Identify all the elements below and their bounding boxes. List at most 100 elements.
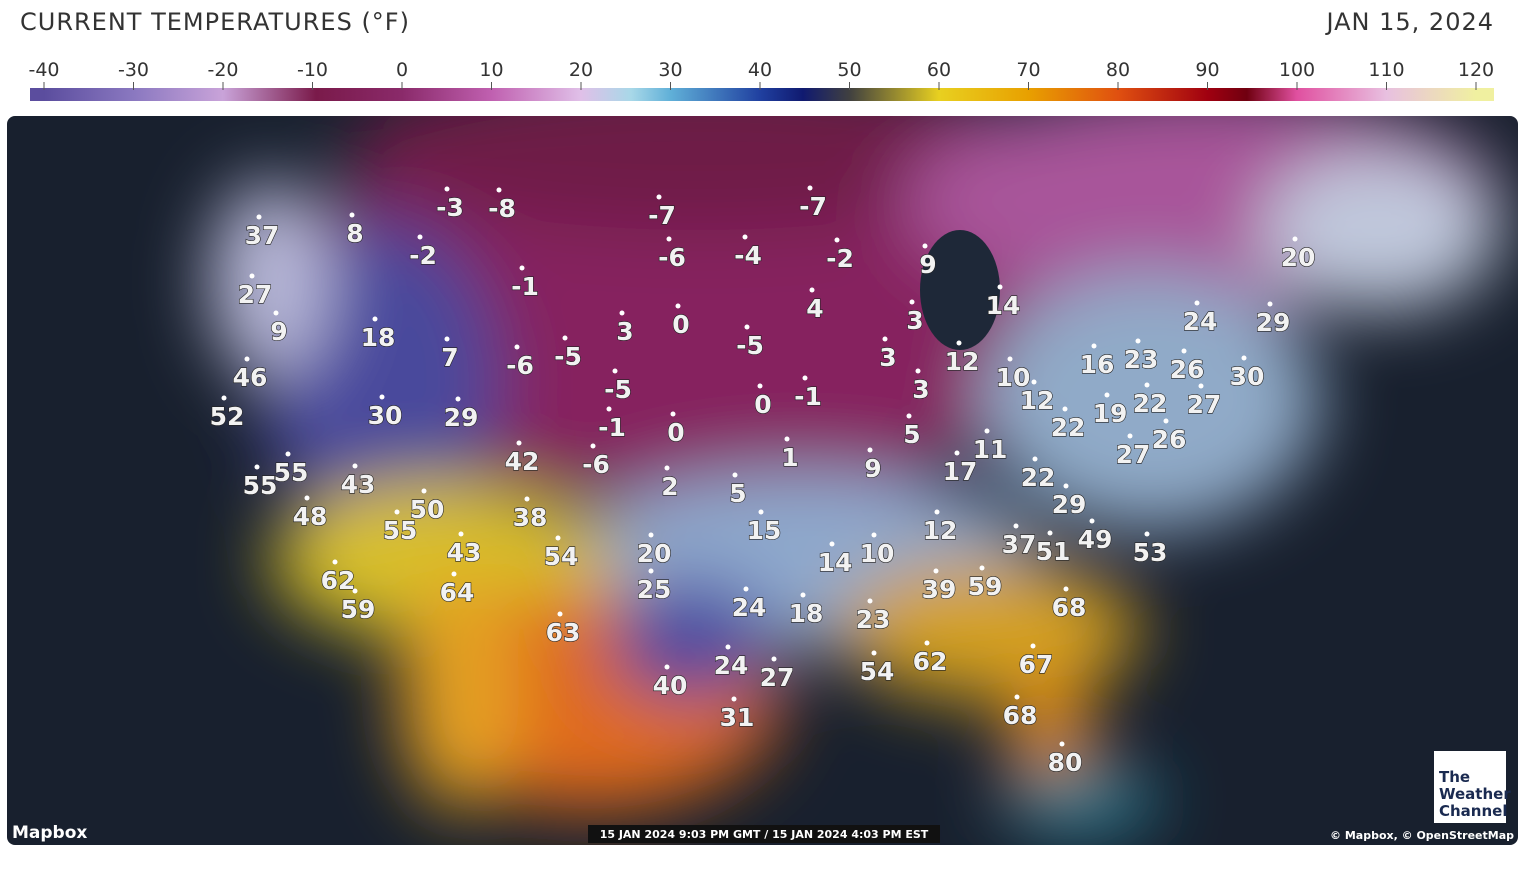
brand-logo <box>1434 751 1506 823</box>
attribution: © Mapbox, © OpenStreetMap <box>1330 829 1514 842</box>
timestamp: 15 JAN 2024 9:03 PM GMT / 15 JAN 2024 4:… <box>600 828 929 841</box>
temperature-label: 27 <box>1187 390 1222 419</box>
station-dot <box>648 532 654 538</box>
temperature-label: 19 <box>1093 399 1128 428</box>
temperature-label: 38 <box>513 503 548 532</box>
temperature-label: 53 <box>1133 538 1168 567</box>
temperature-label: 18 <box>789 599 824 628</box>
temperature-label: 7 <box>441 343 458 372</box>
station-dot <box>619 310 625 316</box>
scale-tick-label: 40 <box>748 59 772 81</box>
station-dot <box>800 592 806 598</box>
scale-tick-label: 50 <box>837 59 861 81</box>
station-dot <box>606 406 612 412</box>
station-dot <box>909 299 915 305</box>
temperature-label: 25 <box>637 575 672 604</box>
temperature-label: 16 <box>1080 350 1115 379</box>
temperature-label: 22 <box>1133 389 1168 418</box>
temperature-label: 22 <box>1051 413 1086 442</box>
station-dot <box>1104 392 1110 398</box>
station-dot <box>1144 382 1150 388</box>
temperature-label: 11 <box>973 435 1008 464</box>
temperature-label: 68 <box>1052 593 1087 622</box>
station-dot <box>757 383 763 389</box>
scale-tick-label: 30 <box>658 59 682 81</box>
station-dot <box>997 284 1003 290</box>
temperature-label: 9 <box>919 250 936 279</box>
station-dot <box>444 186 450 192</box>
temperature-label: 24 <box>714 651 749 680</box>
station-dot <box>656 194 662 200</box>
temperature-label: 46 <box>233 363 268 392</box>
temperature-label: -5 <box>604 375 632 404</box>
station-dot <box>519 265 525 271</box>
temperature-label: -2 <box>826 244 854 273</box>
station-dot <box>867 447 873 453</box>
temperature-label: -1 <box>511 272 539 301</box>
temperature-label: -6 <box>658 243 686 272</box>
station-dot <box>451 571 457 577</box>
station-dot <box>731 696 737 702</box>
station-dot <box>915 368 921 374</box>
station-dot <box>1030 643 1036 649</box>
scale-tick-label: 80 <box>1106 59 1130 81</box>
temperature-label: 42 <box>505 447 540 476</box>
station-dot <box>1181 348 1187 354</box>
temperature-label: -8 <box>488 194 516 223</box>
temperature-label: 50 <box>410 495 445 524</box>
temperature-label: 17 <box>943 457 978 486</box>
temperature-label: 29 <box>1256 308 1291 337</box>
temperature-label: 80 <box>1048 748 1083 777</box>
scale-tick-label: 20 <box>569 59 593 81</box>
temperature-label: 10 <box>860 539 895 568</box>
temperature-label: 37 <box>1002 530 1037 559</box>
temperature-label: 12 <box>945 347 980 376</box>
station-dot <box>221 395 227 401</box>
station-dot <box>1063 483 1069 489</box>
temperature-label: 9 <box>864 454 881 483</box>
station-dot <box>557 611 563 617</box>
temperature-label: 62 <box>913 647 948 676</box>
station-dot <box>590 443 596 449</box>
temperature-label: 30 <box>1230 362 1265 391</box>
station-dot <box>871 650 877 656</box>
temperature-label: 1 <box>781 443 798 472</box>
temperature-label: 8 <box>346 219 363 248</box>
temperature-label: 29 <box>444 403 479 432</box>
station-dot <box>809 287 815 293</box>
temperature-label: -3 <box>436 193 464 222</box>
temperature-label: 43 <box>447 538 482 567</box>
scale-tick-label: 110 <box>1368 59 1404 81</box>
scale-tick-label: 90 <box>1195 59 1219 81</box>
temperature-label: 23 <box>856 605 891 634</box>
temperature-label: 48 <box>293 502 328 531</box>
station-dot <box>1241 355 1247 361</box>
station-dot <box>882 336 888 342</box>
station-dot <box>244 356 250 362</box>
temperature-label: 3 <box>906 306 923 335</box>
station-dot <box>807 185 813 191</box>
temperature-label: 59 <box>968 572 1003 601</box>
station-dot <box>732 472 738 478</box>
station-dot <box>352 463 358 469</box>
station-dot <box>273 310 279 316</box>
station-dot <box>516 440 522 446</box>
brand-text: Weather <box>1439 785 1511 803</box>
temperature-label: -5 <box>554 342 582 371</box>
temperature-label: 64 <box>440 578 475 607</box>
scale-tick-label: 60 <box>927 59 951 81</box>
station-dot <box>1007 356 1013 362</box>
temperature-label: 0 <box>754 390 771 419</box>
temperature-label: 23 <box>1124 345 1159 374</box>
temperature-label: 40 <box>653 671 688 700</box>
station-dot <box>784 436 790 442</box>
station-dot <box>254 464 260 470</box>
scale-tick-label: -30 <box>118 59 149 81</box>
temperature-label: 3 <box>616 317 633 346</box>
date: JAN 15, 2024 <box>1324 8 1494 36</box>
temperature-label: -7 <box>648 201 676 230</box>
temperature-label: -5 <box>736 331 764 360</box>
station-dot <box>1194 300 1200 306</box>
